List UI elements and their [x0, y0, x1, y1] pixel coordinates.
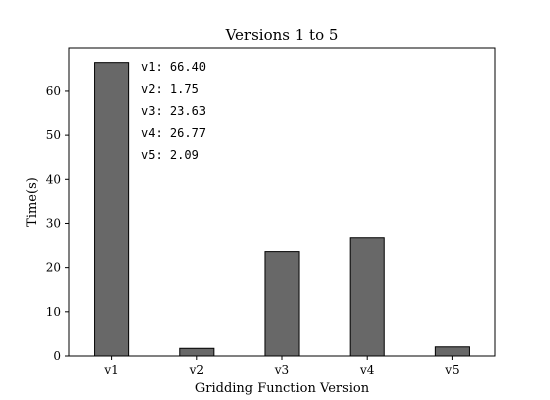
y-tick-label-20: 20 — [46, 261, 61, 275]
annotation-v1: v1: 66.40 — [141, 60, 206, 74]
y-tick-label-30: 30 — [46, 216, 61, 230]
y-tick-label-50: 50 — [46, 128, 61, 142]
y-tick-label-60: 60 — [46, 84, 61, 98]
x-axis-ticks: v1 v2 v3 v4 v5 — [103, 356, 460, 377]
x-tick-label-v2: v2 — [189, 363, 204, 377]
y-tick-label-0: 0 — [53, 349, 61, 363]
bar-v2 — [179, 347, 215, 357]
chart-title: Versions 1 to 5 — [225, 26, 339, 44]
y-tick-label-40: 40 — [46, 172, 61, 186]
bar-v3 — [264, 251, 300, 357]
y-tick-label-10: 10 — [46, 305, 61, 319]
annotation-v3: v3: 23.63 — [141, 104, 206, 118]
bars-group — [94, 62, 470, 357]
x-tick-label-v5: v5 — [444, 363, 459, 377]
annotation-v2: v2: 1.75 — [141, 82, 199, 96]
x-tick-label-v4: v4 — [359, 363, 375, 377]
y-axis-label: Time(s) — [25, 177, 40, 227]
x-tick-label-v1: v1 — [103, 363, 118, 377]
bar-v4 — [349, 237, 385, 357]
bar-v5 — [434, 346, 470, 357]
x-tick-label-v3: v3 — [274, 363, 289, 377]
annotation-v5: v5: 2.09 — [141, 148, 199, 162]
x-axis-label: Gridding Function Version — [195, 381, 370, 396]
bar-v1 — [94, 62, 130, 357]
annotations-group: v1: 66.40 v2: 1.75 v3: 23.63 v4: 26.77 v5: 2… — [141, 60, 206, 162]
y-axis-ticks: 0 10 20 30 40 50 60 — [46, 84, 69, 363]
annotation-v4: v4: 26.77 — [141, 126, 206, 140]
